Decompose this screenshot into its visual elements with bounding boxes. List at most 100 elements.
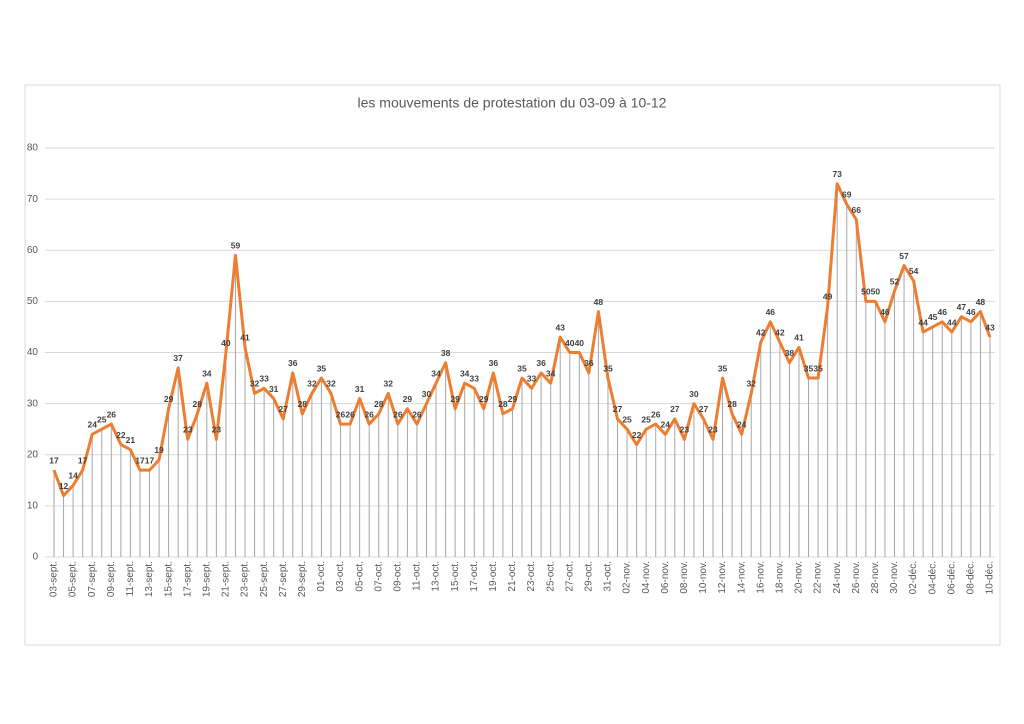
data-label: 12 bbox=[59, 481, 69, 491]
data-label: 26 bbox=[364, 409, 374, 419]
data-label: 30 bbox=[422, 389, 432, 399]
x-tick-label: 13-sept. bbox=[144, 561, 155, 597]
y-tick-label: 30 bbox=[27, 398, 39, 409]
x-tick-label: 02-déc. bbox=[908, 561, 919, 594]
x-tick-label: 05-sept. bbox=[68, 561, 79, 597]
data-label: 28 bbox=[298, 399, 308, 409]
x-tick-label: 22-nov. bbox=[813, 561, 824, 594]
data-label: 29 bbox=[508, 394, 518, 404]
data-label: 59 bbox=[231, 241, 241, 251]
data-label: 31 bbox=[269, 384, 279, 394]
data-label: 32 bbox=[326, 379, 336, 389]
x-tick-label: 06-nov. bbox=[660, 561, 671, 594]
data-label: 33 bbox=[527, 374, 537, 384]
x-tick-label: 20-nov. bbox=[794, 561, 805, 594]
data-label: 35 bbox=[804, 363, 814, 373]
data-label: 35 bbox=[517, 363, 527, 373]
data-label: 69 bbox=[842, 189, 852, 199]
data-label: 46 bbox=[966, 307, 976, 317]
data-label: 34 bbox=[546, 368, 556, 378]
data-label: 45 bbox=[928, 312, 938, 322]
data-label: 50 bbox=[871, 287, 881, 297]
y-tick-label: 70 bbox=[27, 194, 39, 205]
data-label: 46 bbox=[766, 307, 776, 317]
x-tick-label: 02-nov. bbox=[622, 561, 633, 594]
data-label: 27 bbox=[278, 404, 288, 414]
data-label: 35 bbox=[603, 363, 613, 373]
x-tick-label: 10-déc. bbox=[985, 561, 996, 594]
x-tick-label: 11-oct. bbox=[412, 561, 423, 591]
data-label: 32 bbox=[384, 379, 394, 389]
data-label: 17 bbox=[135, 455, 145, 465]
x-tick-label: 24-nov. bbox=[832, 561, 843, 594]
y-tick-label: 10 bbox=[27, 501, 39, 512]
x-tick-label: 13-oct. bbox=[431, 561, 442, 592]
x-tick-label: 21-oct. bbox=[507, 561, 518, 592]
data-label: 66 bbox=[852, 205, 862, 215]
data-label: 27 bbox=[670, 404, 680, 414]
data-label: 47 bbox=[957, 302, 967, 312]
data-label: 14 bbox=[68, 471, 78, 481]
data-label: 28 bbox=[374, 399, 384, 409]
data-label: 17 bbox=[78, 455, 88, 465]
data-label: 24 bbox=[737, 420, 747, 430]
data-label: 32 bbox=[307, 379, 317, 389]
data-label: 29 bbox=[479, 394, 489, 404]
data-label: 32 bbox=[746, 379, 756, 389]
data-label: 54 bbox=[909, 266, 919, 276]
data-label: 17 bbox=[145, 455, 155, 465]
data-label: 46 bbox=[938, 307, 948, 317]
data-label: 23 bbox=[708, 425, 718, 435]
data-label: 22 bbox=[116, 430, 126, 440]
x-tick-label: 18-nov. bbox=[775, 561, 786, 594]
data-label: 41 bbox=[240, 333, 250, 343]
x-tick-label: 07-sept. bbox=[87, 561, 98, 597]
data-label: 37 bbox=[173, 353, 183, 363]
data-label: 30 bbox=[689, 389, 699, 399]
x-tick-label: 27-sept. bbox=[278, 561, 289, 597]
data-label: 23 bbox=[183, 425, 193, 435]
data-label: 48 bbox=[594, 297, 604, 307]
data-label: 43 bbox=[555, 322, 565, 332]
x-tick-label: 14-nov. bbox=[736, 561, 747, 594]
data-label: 25 bbox=[97, 414, 107, 424]
x-tick-label: 12-nov. bbox=[717, 561, 728, 594]
data-label: 17 bbox=[49, 455, 59, 465]
data-label: 36 bbox=[489, 358, 499, 368]
x-tick-label: 28-nov. bbox=[870, 561, 881, 594]
y-tick-label: 60 bbox=[27, 245, 39, 256]
x-tick-label: 19-sept. bbox=[201, 561, 212, 597]
data-label: 22 bbox=[632, 430, 642, 440]
y-tick-label: 80 bbox=[27, 143, 39, 154]
data-label: 34 bbox=[202, 368, 212, 378]
y-tick-label: 50 bbox=[27, 296, 39, 307]
data-label: 35 bbox=[718, 363, 728, 373]
x-tick-label: 10-nov. bbox=[698, 561, 709, 594]
x-tick-label: 15-oct. bbox=[450, 561, 461, 592]
x-tick-label: 05-oct. bbox=[354, 561, 365, 592]
x-tick-label: 25-oct. bbox=[545, 561, 556, 592]
x-tick-label: 31-oct. bbox=[603, 561, 614, 592]
data-label: 49 bbox=[823, 292, 833, 302]
data-label: 73 bbox=[832, 169, 842, 179]
data-label: 28 bbox=[193, 399, 203, 409]
data-label: 36 bbox=[288, 358, 298, 368]
x-tick-label: 26-nov. bbox=[851, 561, 862, 594]
data-label: 42 bbox=[756, 328, 766, 338]
x-tick-label: 08-nov. bbox=[679, 561, 690, 594]
data-label: 26 bbox=[336, 409, 346, 419]
x-tick-label: 06-déc. bbox=[946, 561, 957, 594]
x-tick-label: 04-nov. bbox=[641, 561, 652, 594]
data-label: 31 bbox=[355, 384, 365, 394]
data-label: 23 bbox=[212, 425, 222, 435]
data-label: 40 bbox=[565, 338, 575, 348]
data-label: 27 bbox=[699, 404, 709, 414]
data-label: 29 bbox=[450, 394, 460, 404]
data-label: 33 bbox=[259, 374, 269, 384]
x-tick-label: 03-oct. bbox=[335, 561, 346, 592]
x-tick-label: 09-oct. bbox=[392, 561, 403, 592]
data-label: 25 bbox=[641, 414, 651, 424]
data-label: 35 bbox=[813, 363, 823, 373]
data-label: 34 bbox=[460, 368, 470, 378]
x-tick-label: 07-oct. bbox=[373, 561, 384, 592]
